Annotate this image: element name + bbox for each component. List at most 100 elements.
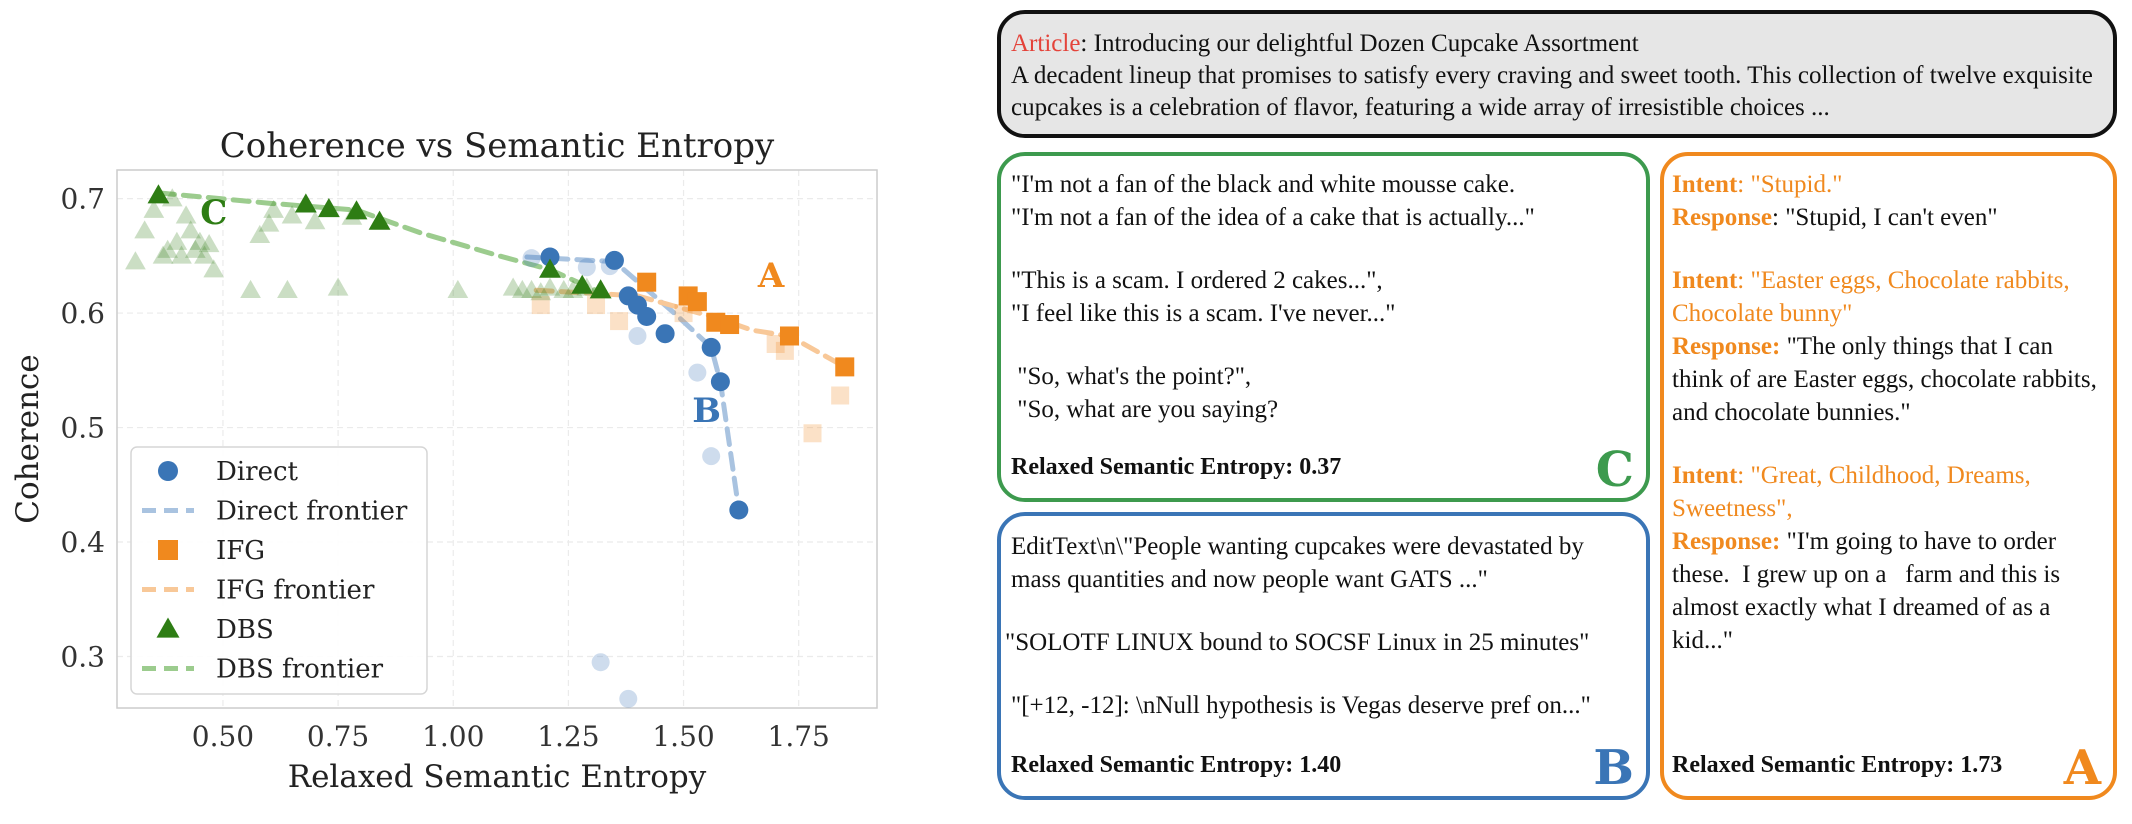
faded-point — [539, 277, 561, 296]
faded-point — [702, 447, 721, 466]
point-annotation: A — [757, 256, 785, 296]
panel-b-sample: EditText\n\"People wanting cupcakes were… — [1011, 533, 1591, 593]
intent-label: Intent — [1672, 171, 1738, 198]
intent-text: : "Stupid." — [1737, 171, 1843, 198]
faded-point — [175, 205, 197, 224]
faded-point — [447, 279, 469, 298]
response-text: "The only things that I can think of are… — [1672, 333, 2104, 426]
plot-area — [116, 169, 878, 709]
y-tick-label: 0.6 — [60, 297, 105, 330]
data-point — [540, 247, 560, 267]
faded-point — [203, 259, 225, 278]
panel-b-sample: "SOLOTF LINUX bound to SOCSF Linux in 25… — [1005, 629, 1590, 656]
faded-point — [522, 249, 541, 268]
data-point — [368, 210, 391, 230]
x-axis-label: Relaxed Semantic Entropy — [288, 759, 707, 795]
faded-point — [258, 213, 280, 232]
response-label: Response: — [1672, 333, 1781, 360]
faded-point — [240, 279, 261, 298]
response-text: : "Stupid, I can't even" — [1772, 204, 1998, 231]
faded-point — [530, 282, 552, 301]
response-label: Response — [1672, 204, 1773, 231]
faded-point — [281, 205, 303, 224]
data-point — [147, 184, 170, 204]
intent-label: Intent — [1672, 267, 1738, 294]
faded-point — [531, 296, 550, 315]
panel-c-sample: "I'm not a fan of the black and white mo… — [1011, 171, 1535, 231]
faded-point — [171, 245, 192, 264]
faded-point — [198, 234, 220, 253]
panel-c: "I'm not a fan of the black and white mo… — [997, 152, 1650, 502]
legend-symbol — [158, 461, 178, 481]
faded-point — [327, 277, 349, 296]
response-text: "I'm going to have to order these. I gre… — [1672, 528, 2067, 654]
article-body: A decadent lineup that promises to satis… — [1011, 62, 2093, 121]
faded-point — [619, 689, 638, 708]
data-point — [571, 274, 594, 294]
data-point — [539, 258, 561, 278]
faded-point — [194, 245, 215, 264]
intent-text: : "Great, Childhood, Dreams, Sweetness", — [1672, 462, 2038, 522]
faded-point — [152, 245, 174, 264]
legend-symbol — [156, 617, 180, 638]
faded-point — [166, 231, 188, 250]
faded-point — [688, 363, 707, 382]
response-label: Response: — [1672, 528, 1781, 555]
legend-label: IFG frontier — [216, 576, 375, 606]
x-tick-label: 0.75 — [307, 720, 369, 753]
x-tick-label: 1.50 — [652, 720, 714, 753]
article-title: : Introducing our delightful Dozen Cupca… — [1080, 30, 1639, 57]
faded-point — [628, 326, 647, 345]
chart-title: Coherence vs Semantic Entropy — [220, 126, 775, 166]
legend-label: DBS frontier — [216, 655, 384, 685]
point-annotation: C — [200, 193, 227, 233]
scatter-chart: Coherence vs Semantic Entropy 0.50 0.75 1.… — [10, 126, 878, 795]
faded-point — [553, 279, 575, 298]
faded-point — [277, 279, 298, 298]
faded-point — [511, 279, 533, 298]
data-point — [779, 326, 799, 346]
data-point — [317, 197, 340, 218]
legend-label: Direct frontier — [216, 497, 408, 527]
faded-point — [134, 220, 155, 239]
faded-point — [249, 224, 271, 244]
faded-point — [775, 341, 794, 360]
panel-a-entropy: Relaxed Semantic Entropy: 1.73 — [1672, 752, 2003, 778]
legend-label: Direct — [216, 457, 299, 487]
x-tick-label: 1.75 — [768, 720, 830, 753]
article-title-line: Article: Introducing our delightful Doze… — [1011, 28, 2103, 60]
y-tick-label: 0.5 — [60, 412, 105, 445]
data-point — [589, 279, 612, 299]
faded-point — [577, 258, 596, 277]
y-tick-label: 0.7 — [60, 183, 105, 216]
faded-point — [502, 277, 524, 296]
faded-point — [184, 239, 206, 258]
panel-a-letter: A — [2063, 740, 2101, 796]
faded-point — [143, 199, 165, 218]
x-tick-label: 0.50 — [192, 720, 254, 753]
panel-c-sample: "This is a scam. I ordered 2 cakes...", … — [1011, 267, 1396, 327]
panel-c-letter: C — [1595, 442, 1634, 498]
legend-label: DBS — [216, 615, 274, 645]
y-axis-label: Coherence — [10, 354, 46, 524]
article-label: Article — [1011, 30, 1081, 57]
data-point — [294, 193, 317, 213]
y-tick-label: 0.4 — [60, 526, 105, 559]
data-point — [604, 250, 624, 270]
article-box: Article: Introducing our delightful Doze… — [997, 10, 2117, 138]
faded-point — [157, 239, 179, 258]
panel-a-item: Intent: "Stupid." Response: "Stupid, I ca… — [1672, 168, 2105, 234]
panel-b: EditText\n\"People wanting cupcakes were… — [997, 512, 1650, 800]
faded-point — [304, 211, 326, 230]
x-tick-label: 1.25 — [537, 720, 599, 753]
legend-symbol — [158, 540, 178, 560]
faded-point — [591, 653, 610, 672]
panel-c-sample: "So, what's the point?", "So, what are y… — [1017, 363, 1279, 423]
panel-a: Intent: "Stupid." Response: "Stupid, I ca… — [1660, 152, 2117, 800]
data-point — [729, 500, 749, 520]
point-annotation: B — [692, 391, 721, 431]
data-point — [720, 315, 740, 335]
intent-text: : "Easter eggs, Chocolate rabbits, Choco… — [1672, 267, 2076, 327]
faded-point — [125, 251, 146, 270]
intent-label: Intent — [1672, 462, 1738, 489]
